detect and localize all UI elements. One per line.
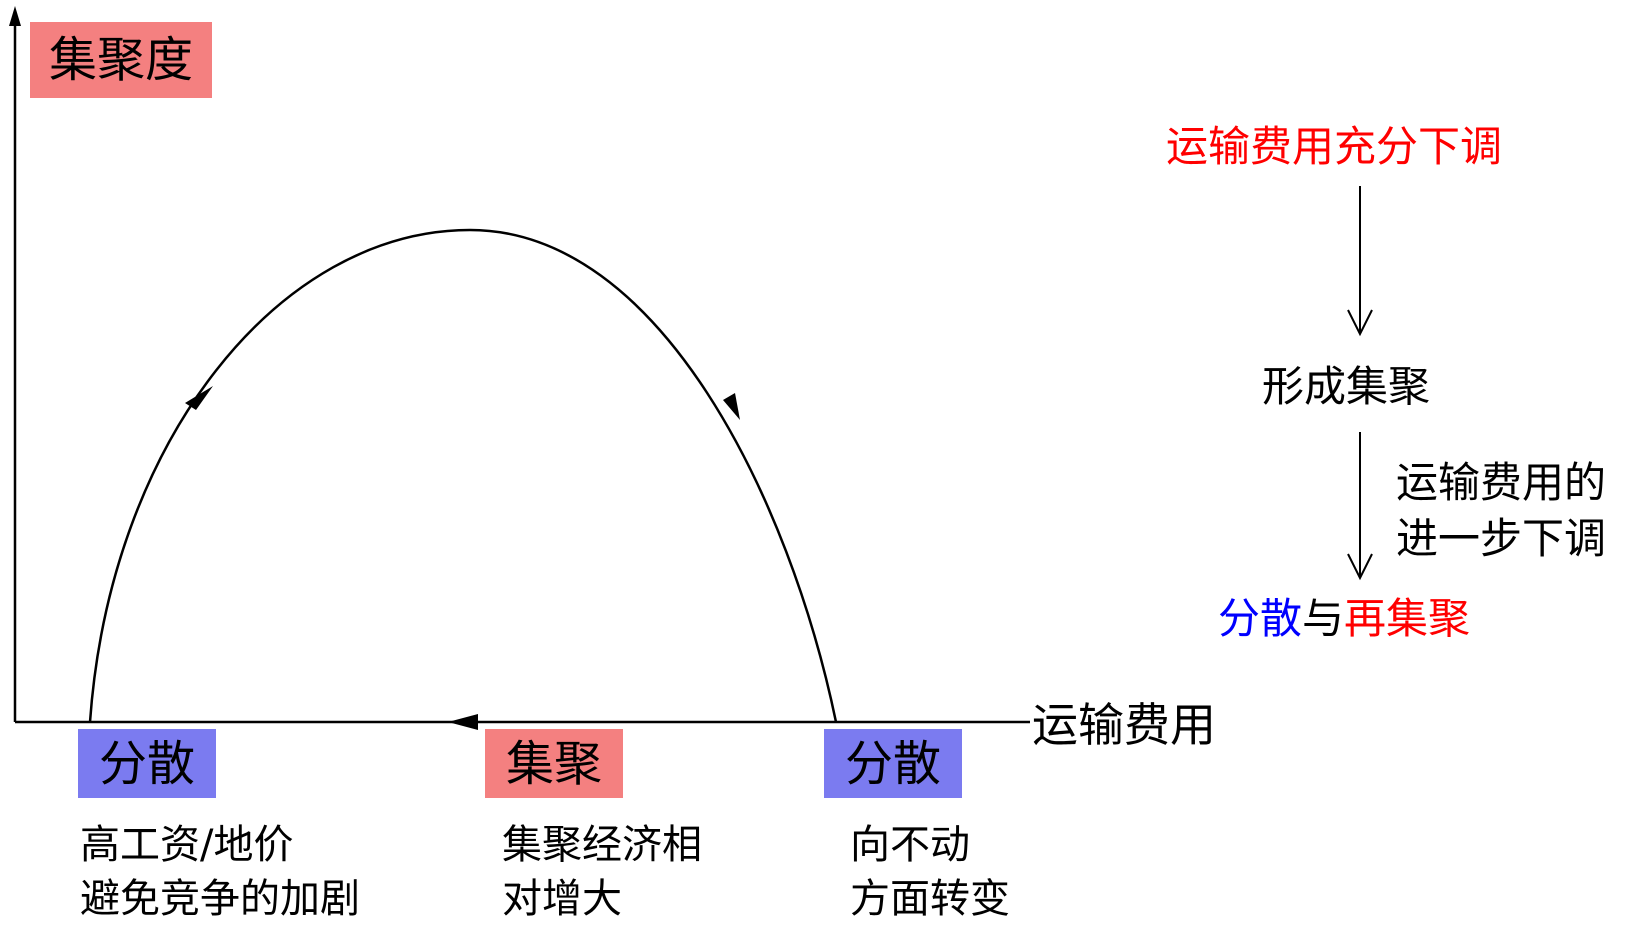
stage-tag-text: 集聚	[505, 735, 602, 792]
stage-tag-text: 分散	[844, 735, 941, 792]
stage-desc-line: 避免竞争的加剧	[80, 876, 360, 922]
flow-step-3: 分散与再集聚	[1218, 598, 1470, 640]
cycle-curve	[88, 228, 838, 723]
x-axis-label: 运输费用	[1032, 698, 1216, 752]
flow-step-3-dispersion: 分散	[1218, 594, 1303, 643]
flow-arrow-2-head	[1347, 553, 1373, 581]
stage-desc-line: 向不动	[850, 822, 970, 868]
flow-step-3-connector: 与	[1302, 594, 1345, 643]
stage-desc-line: 高工资/地价	[80, 822, 294, 868]
x-axis-direction-arrow	[448, 714, 478, 730]
stage-desc-right: 向不动 方面转变	[850, 818, 1010, 926]
stage-desc-left: 高工资/地价 避免竞争的加剧	[80, 818, 360, 926]
y-axis-arrowhead	[9, 6, 21, 26]
stage-desc-line: 对增大	[502, 876, 622, 922]
flow-note-line: 进一步下调	[1396, 514, 1607, 563]
stage-tag-text: 分散	[98, 735, 195, 792]
stage-desc-middle: 集聚经济相 对增大	[502, 818, 702, 926]
flow-note-line: 运输费用的	[1396, 458, 1607, 507]
flow-step-2: 形成集聚	[1262, 362, 1431, 411]
flow-step-3-reaggregation: 再集聚	[1344, 594, 1471, 643]
flow-note: 运输费用的 进一步下调	[1396, 455, 1606, 567]
y-axis-label-text: 集聚度	[48, 32, 193, 88]
stage-desc-line: 方面转变	[850, 876, 1010, 922]
flow-step-1: 运输费用充分下调	[1166, 122, 1503, 171]
curve-arrow-right	[723, 393, 740, 420]
y-axis-label: 集聚度	[30, 22, 212, 98]
stage-tag-aggregation: 集聚	[485, 729, 623, 798]
curve-arrow-left	[185, 386, 213, 410]
stage-tag-dispersion-right: 分散	[824, 729, 962, 798]
stage-tag-dispersion-left: 分散	[78, 729, 216, 798]
flow-arrow-1-head	[1347, 309, 1373, 337]
stage-desc-line: 集聚经济相	[502, 822, 702, 868]
